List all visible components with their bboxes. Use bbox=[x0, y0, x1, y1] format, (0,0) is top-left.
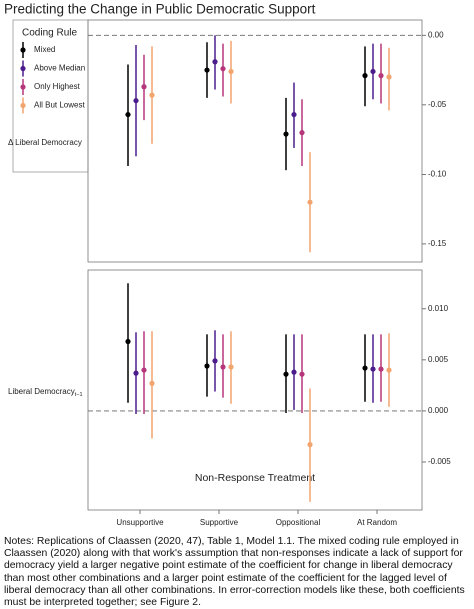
legend-label: Mixed bbox=[34, 45, 55, 54]
point bbox=[220, 364, 226, 370]
point bbox=[299, 130, 305, 136]
x-tick-label: Oppositional bbox=[276, 518, 321, 527]
y-tick-label: -0.10 bbox=[428, 169, 447, 178]
x-axis-title: Non-Response Treatment bbox=[195, 472, 315, 484]
y-tick-label: -0.15 bbox=[428, 239, 447, 248]
point bbox=[125, 111, 131, 118]
panel-frame bbox=[87, 269, 423, 511]
strip-label-text: Δ Liberal Democracy bbox=[8, 138, 82, 147]
chart: Predicting the Change in Public Democrat… bbox=[4, 2, 451, 528]
point bbox=[307, 199, 313, 205]
x-tick-label: Supportive bbox=[200, 518, 239, 527]
point bbox=[370, 68, 376, 75]
point bbox=[386, 367, 392, 373]
point bbox=[283, 131, 289, 137]
x-tick-label: Unsupportive bbox=[116, 518, 164, 527]
point bbox=[133, 370, 139, 376]
point bbox=[204, 67, 210, 73]
point bbox=[204, 363, 210, 369]
y-tick-label: 0.000 bbox=[428, 406, 449, 415]
strip-label-subscript: t−1 bbox=[75, 392, 83, 398]
legend-title: Coding Rule bbox=[22, 28, 77, 39]
point bbox=[149, 380, 155, 386]
notes: Notes: Replications of Claassen (2020, 4… bbox=[4, 536, 465, 609]
legend-swatch bbox=[20, 65, 26, 72]
chart-title: Predicting the Change in Public Democrat… bbox=[4, 2, 316, 17]
strip-label: Δ Liberal Democracy bbox=[8, 138, 82, 147]
point bbox=[370, 366, 376, 372]
point bbox=[291, 111, 297, 118]
point bbox=[228, 68, 234, 75]
point bbox=[212, 358, 218, 364]
point bbox=[362, 73, 368, 79]
point bbox=[212, 59, 218, 65]
legend-label: Above Median bbox=[34, 64, 85, 73]
point bbox=[362, 365, 368, 371]
point bbox=[299, 371, 305, 377]
legend-label: Only Highest bbox=[34, 82, 81, 91]
point bbox=[307, 442, 313, 448]
point bbox=[228, 364, 234, 370]
y-tick-label: -0.005 bbox=[428, 457, 451, 466]
y-tick-label: 0.00 bbox=[428, 30, 444, 39]
strip-label: Liberal Democracyt−1 bbox=[8, 387, 83, 398]
point bbox=[378, 73, 384, 79]
point bbox=[149, 92, 155, 98]
point bbox=[386, 74, 392, 80]
legend-label: All But Lowest bbox=[34, 101, 85, 110]
legend-box bbox=[12, 19, 89, 173]
y-tick-label: 0.005 bbox=[428, 355, 449, 364]
y-tick-label: 0.010 bbox=[428, 304, 449, 313]
legend-swatch bbox=[20, 102, 26, 109]
legend-swatch bbox=[20, 84, 26, 90]
x-tick-label: At Random bbox=[357, 518, 397, 527]
panel-frame bbox=[87, 19, 423, 263]
point bbox=[125, 338, 131, 345]
point bbox=[220, 66, 226, 72]
legend-swatch bbox=[20, 47, 26, 53]
point bbox=[141, 367, 147, 373]
point bbox=[378, 366, 384, 372]
point bbox=[141, 84, 147, 90]
point bbox=[291, 369, 297, 375]
y-tick-label: -0.05 bbox=[428, 100, 447, 109]
point bbox=[283, 371, 289, 377]
strip-label-text: Liberal Democracy bbox=[8, 387, 75, 396]
point bbox=[133, 98, 139, 104]
